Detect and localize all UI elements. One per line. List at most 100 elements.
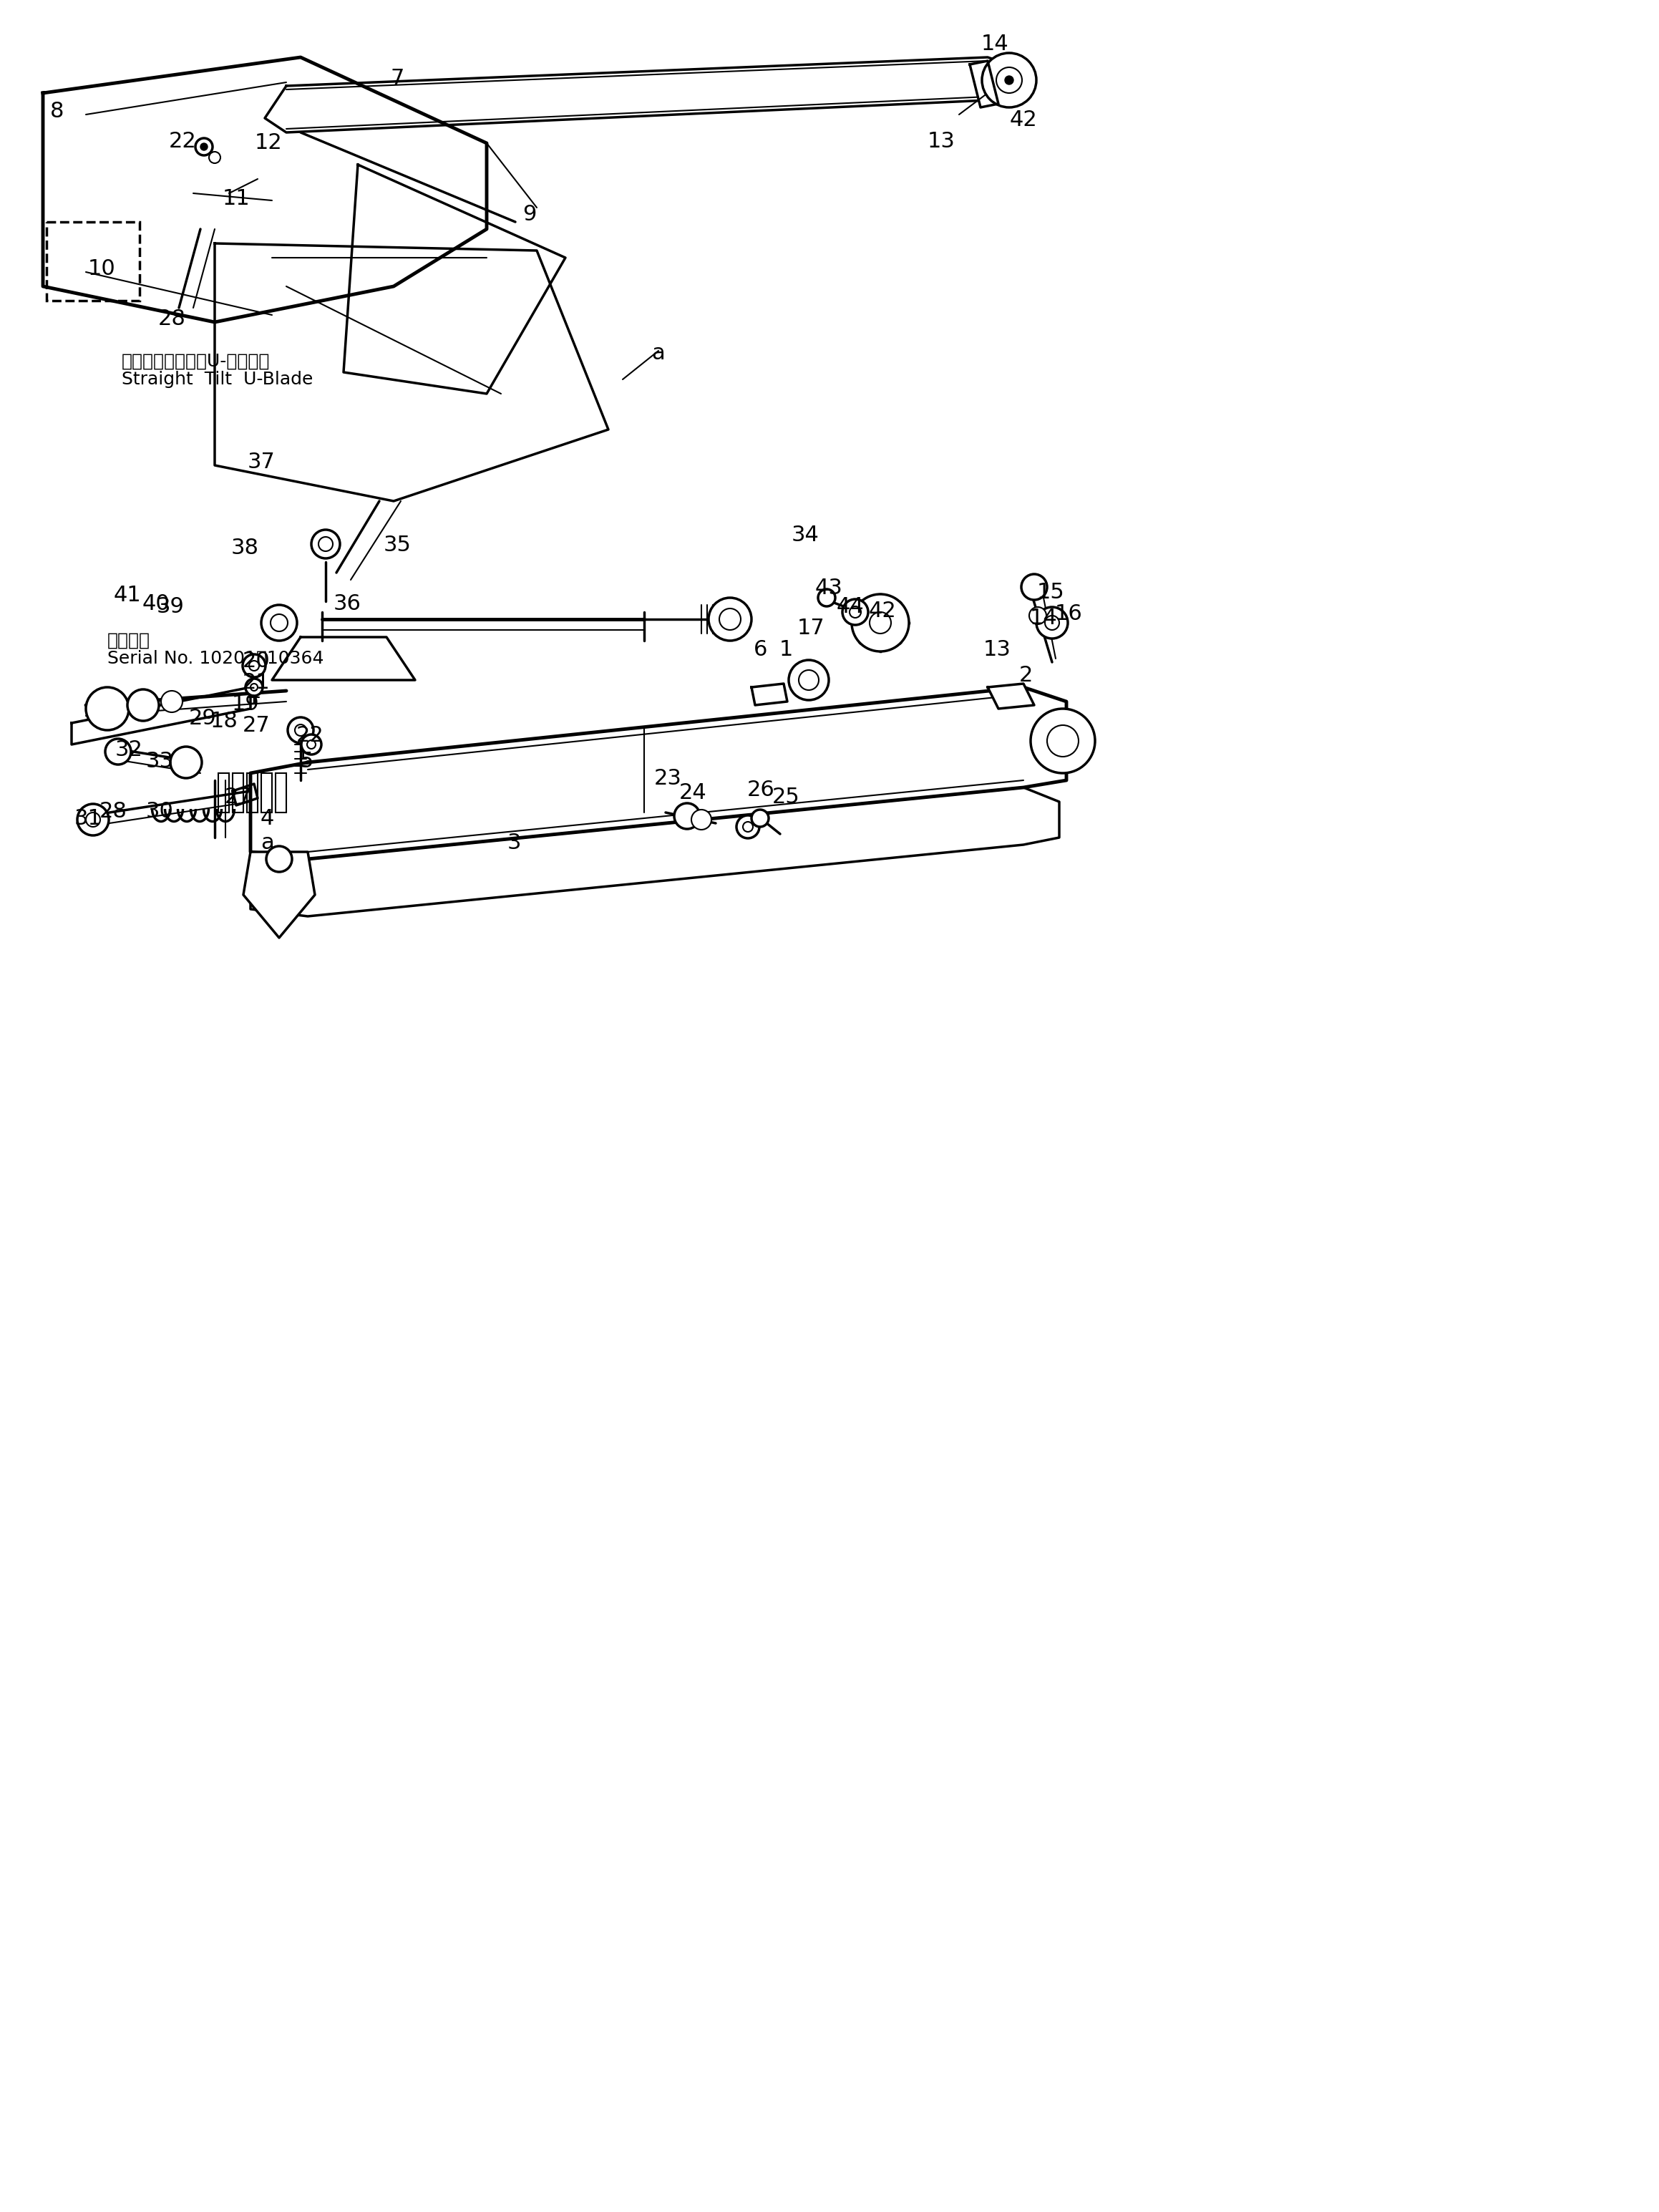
Polygon shape [971, 62, 999, 108]
Text: 21: 21 [242, 672, 270, 692]
Polygon shape [244, 852, 315, 938]
Polygon shape [265, 58, 1030, 133]
Circle shape [1047, 726, 1078, 757]
Text: 43: 43 [815, 577, 843, 599]
Text: Serial No. 10201～10364: Serial No. 10201～10364 [108, 650, 324, 668]
Text: 41: 41 [113, 586, 141, 606]
Circle shape [105, 739, 131, 765]
Text: 3: 3 [508, 834, 521, 854]
Circle shape [1030, 708, 1095, 774]
Text: 13: 13 [927, 131, 956, 153]
Text: 13: 13 [984, 639, 1010, 661]
Bar [260, 774, 272, 812]
Text: Straight  Tilt  U-Blade: Straight Tilt U-Blade [121, 372, 314, 387]
Bar [232, 774, 244, 812]
Text: 18: 18 [211, 712, 237, 732]
Circle shape [788, 659, 830, 701]
Circle shape [692, 810, 712, 830]
Circle shape [128, 690, 159, 721]
Circle shape [997, 66, 1022, 93]
Text: 14: 14 [980, 33, 1009, 55]
Text: 20: 20 [242, 650, 270, 670]
Circle shape [201, 144, 207, 150]
Circle shape [818, 588, 834, 606]
Text: 1: 1 [780, 639, 793, 661]
Polygon shape [251, 787, 1058, 916]
Text: 40: 40 [143, 593, 169, 615]
Text: 25: 25 [771, 787, 800, 807]
Text: a: a [260, 834, 274, 854]
Text: 適用号機: 適用号機 [108, 633, 151, 650]
Polygon shape [214, 243, 609, 502]
Circle shape [270, 615, 287, 630]
Circle shape [86, 688, 129, 730]
Text: 12: 12 [254, 133, 282, 153]
Polygon shape [987, 684, 1034, 708]
Text: 33: 33 [146, 750, 174, 772]
Text: 35: 35 [383, 535, 411, 555]
Circle shape [1037, 606, 1068, 639]
Bar [46, 221, 139, 301]
Circle shape [849, 606, 861, 617]
Circle shape [752, 810, 768, 827]
Text: 17: 17 [796, 617, 825, 639]
Text: 27: 27 [242, 714, 270, 737]
Text: 32: 32 [114, 739, 143, 761]
Circle shape [242, 655, 265, 677]
Circle shape [302, 734, 322, 754]
Text: 29: 29 [189, 708, 216, 728]
Polygon shape [752, 684, 788, 706]
Circle shape [246, 679, 262, 697]
Text: 9: 9 [523, 204, 536, 226]
Text: 14: 14 [1030, 608, 1057, 628]
Bar [219, 774, 229, 812]
Text: 8: 8 [50, 100, 65, 122]
Text: 23: 23 [654, 768, 682, 790]
Circle shape [1029, 606, 1047, 624]
Circle shape [1045, 615, 1058, 630]
Text: 10: 10 [88, 259, 116, 279]
Circle shape [869, 613, 891, 633]
Text: 11: 11 [222, 188, 251, 210]
Text: 22: 22 [169, 131, 196, 150]
Circle shape [708, 597, 752, 641]
Text: 27: 27 [224, 787, 252, 807]
Circle shape [319, 538, 333, 551]
Text: 4: 4 [260, 807, 274, 830]
Circle shape [720, 608, 742, 630]
Text: 38: 38 [231, 538, 259, 557]
Text: 16: 16 [1055, 604, 1082, 624]
Text: 26: 26 [747, 779, 775, 801]
Text: 2: 2 [1019, 664, 1032, 686]
Circle shape [295, 726, 307, 737]
Text: 30: 30 [146, 801, 174, 821]
Text: 22: 22 [295, 726, 324, 745]
Text: 39: 39 [156, 597, 184, 617]
Text: 28: 28 [100, 801, 128, 821]
Polygon shape [43, 58, 486, 323]
Text: ストレートチルトU-ブレード: ストレートチルトU-ブレード [121, 354, 270, 369]
Polygon shape [71, 688, 251, 745]
Text: 15: 15 [1037, 582, 1065, 604]
Circle shape [312, 529, 340, 557]
Text: 36: 36 [333, 593, 362, 615]
Text: 34: 34 [791, 524, 820, 546]
Text: 44: 44 [836, 597, 864, 617]
Circle shape [78, 803, 109, 836]
Circle shape [743, 823, 753, 832]
Circle shape [843, 599, 868, 626]
Circle shape [287, 717, 314, 743]
Text: 6: 6 [753, 639, 768, 661]
Circle shape [982, 53, 1037, 108]
Text: 31: 31 [75, 807, 101, 830]
Text: 24: 24 [679, 783, 707, 803]
Text: 42: 42 [1010, 111, 1037, 131]
Text: 5: 5 [299, 750, 314, 772]
Circle shape [798, 670, 820, 690]
Text: 37: 37 [247, 451, 275, 471]
Circle shape [307, 741, 315, 750]
Bar [275, 774, 287, 812]
Text: a: a [652, 343, 665, 363]
Circle shape [674, 803, 700, 830]
Bar [247, 774, 257, 812]
